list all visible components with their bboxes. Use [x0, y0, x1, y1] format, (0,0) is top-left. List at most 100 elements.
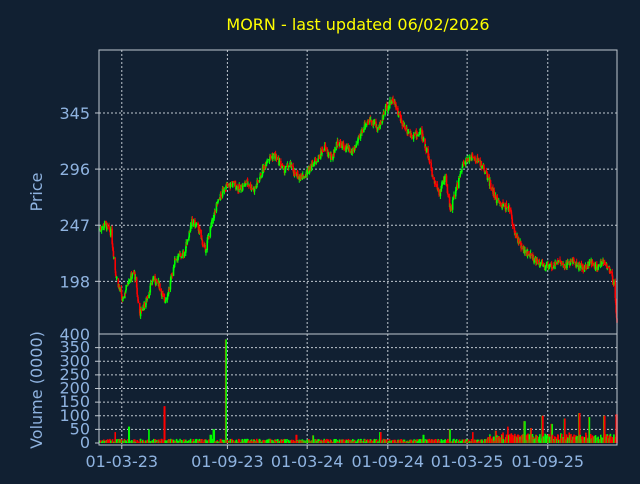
volume-bars [99, 339, 618, 444]
volume-bar [346, 440, 348, 443]
candle-body [278, 161, 280, 166]
volume-bar [280, 439, 283, 443]
volume-tick-label: 150 [59, 392, 90, 411]
chart-title: MORN - last updated 06/02/2026 [226, 15, 489, 34]
candle-body [447, 192, 449, 194]
volume-bar [171, 439, 173, 443]
candle-body [567, 262, 569, 264]
volume-bar [358, 440, 361, 443]
volume-bar [410, 439, 413, 443]
volume-bar [551, 423, 553, 443]
candle-body [180, 254, 182, 257]
volume-bar [578, 413, 581, 443]
candle-body [413, 134, 416, 136]
volume-bar [597, 439, 600, 443]
volume-tick-label: 100 [59, 406, 90, 425]
candle-body [440, 185, 443, 192]
candle-body [603, 261, 606, 266]
candle-body [226, 183, 229, 186]
candle-body [124, 290, 127, 293]
volume-bar [235, 439, 238, 443]
volume-bar [426, 439, 428, 443]
volume-bar [183, 439, 185, 443]
candle-body [143, 302, 146, 307]
volume-bar [208, 439, 210, 443]
volume-bar [226, 439, 229, 443]
candle-body [136, 287, 138, 295]
volume-bar [588, 417, 591, 443]
candle-body [422, 133, 424, 141]
candle-body [551, 267, 554, 269]
candle-body [291, 164, 293, 166]
candle-body [195, 223, 198, 225]
candle-body [188, 237, 190, 241]
candle-body [476, 157, 479, 162]
candle-body [615, 302, 617, 313]
volume-bar [465, 439, 468, 443]
volume-bar [539, 434, 541, 443]
candle-body [436, 184, 439, 190]
candle-body [352, 149, 354, 152]
volume-bar [603, 415, 606, 443]
candle-body [508, 207, 511, 211]
volume-bar [315, 440, 318, 443]
candle-body [600, 262, 603, 265]
candle-body [453, 194, 456, 197]
x-tick-label: 01-03-23 [85, 452, 158, 471]
volume-bar [137, 442, 140, 444]
candle-body [215, 203, 218, 212]
volume-bar [361, 441, 364, 443]
volume-bar [542, 436, 545, 443]
volume-bar [286, 438, 288, 443]
candle-body [337, 141, 339, 145]
volume-bar [275, 440, 278, 443]
candle-body [490, 188, 493, 191]
volume-bar [404, 441, 407, 443]
price-tick-label: 345 [59, 104, 90, 123]
candle-body [550, 263, 552, 266]
volume-bar [323, 438, 326, 443]
candle-body [106, 224, 109, 226]
volume-bar [306, 439, 308, 443]
volume-bar [481, 439, 483, 443]
candle-body [518, 238, 520, 243]
candle-body [106, 223, 108, 230]
candle-body [209, 226, 212, 237]
candle-body [330, 153, 333, 157]
candle-body [428, 159, 431, 163]
volume-bar [472, 432, 474, 443]
candle-body [493, 190, 496, 198]
candle-body [454, 190, 457, 197]
candle-body [191, 220, 194, 223]
volume-bar [163, 406, 166, 443]
candle-body [462, 161, 465, 164]
volume-bar [430, 439, 433, 443]
volume-bar [403, 439, 406, 443]
volume-bar [416, 441, 419, 443]
candle-body [582, 266, 585, 271]
volume-bar [177, 440, 180, 443]
volume-tick-label: 300 [59, 351, 90, 370]
candle-body [122, 296, 124, 299]
volume-top-tick-label: 400 [59, 325, 90, 344]
price-candles [99, 95, 618, 324]
volume-tick-label: 200 [59, 379, 90, 398]
candle-body [367, 121, 370, 124]
candle-body [401, 123, 404, 126]
candle-body [557, 260, 560, 262]
volume-bar [573, 434, 575, 443]
candle-body [174, 258, 177, 260]
candle-body [181, 253, 184, 257]
volume-bar [320, 439, 322, 443]
candle-body [489, 183, 492, 189]
volume-bar [441, 440, 443, 443]
candle-body [548, 264, 551, 268]
candle-body [154, 275, 156, 283]
volume-bar [583, 437, 586, 443]
candle-body [315, 162, 318, 164]
candle-body [312, 163, 315, 167]
candle-body [499, 201, 502, 205]
volume-bar [525, 435, 528, 443]
volume-bar [246, 438, 248, 443]
